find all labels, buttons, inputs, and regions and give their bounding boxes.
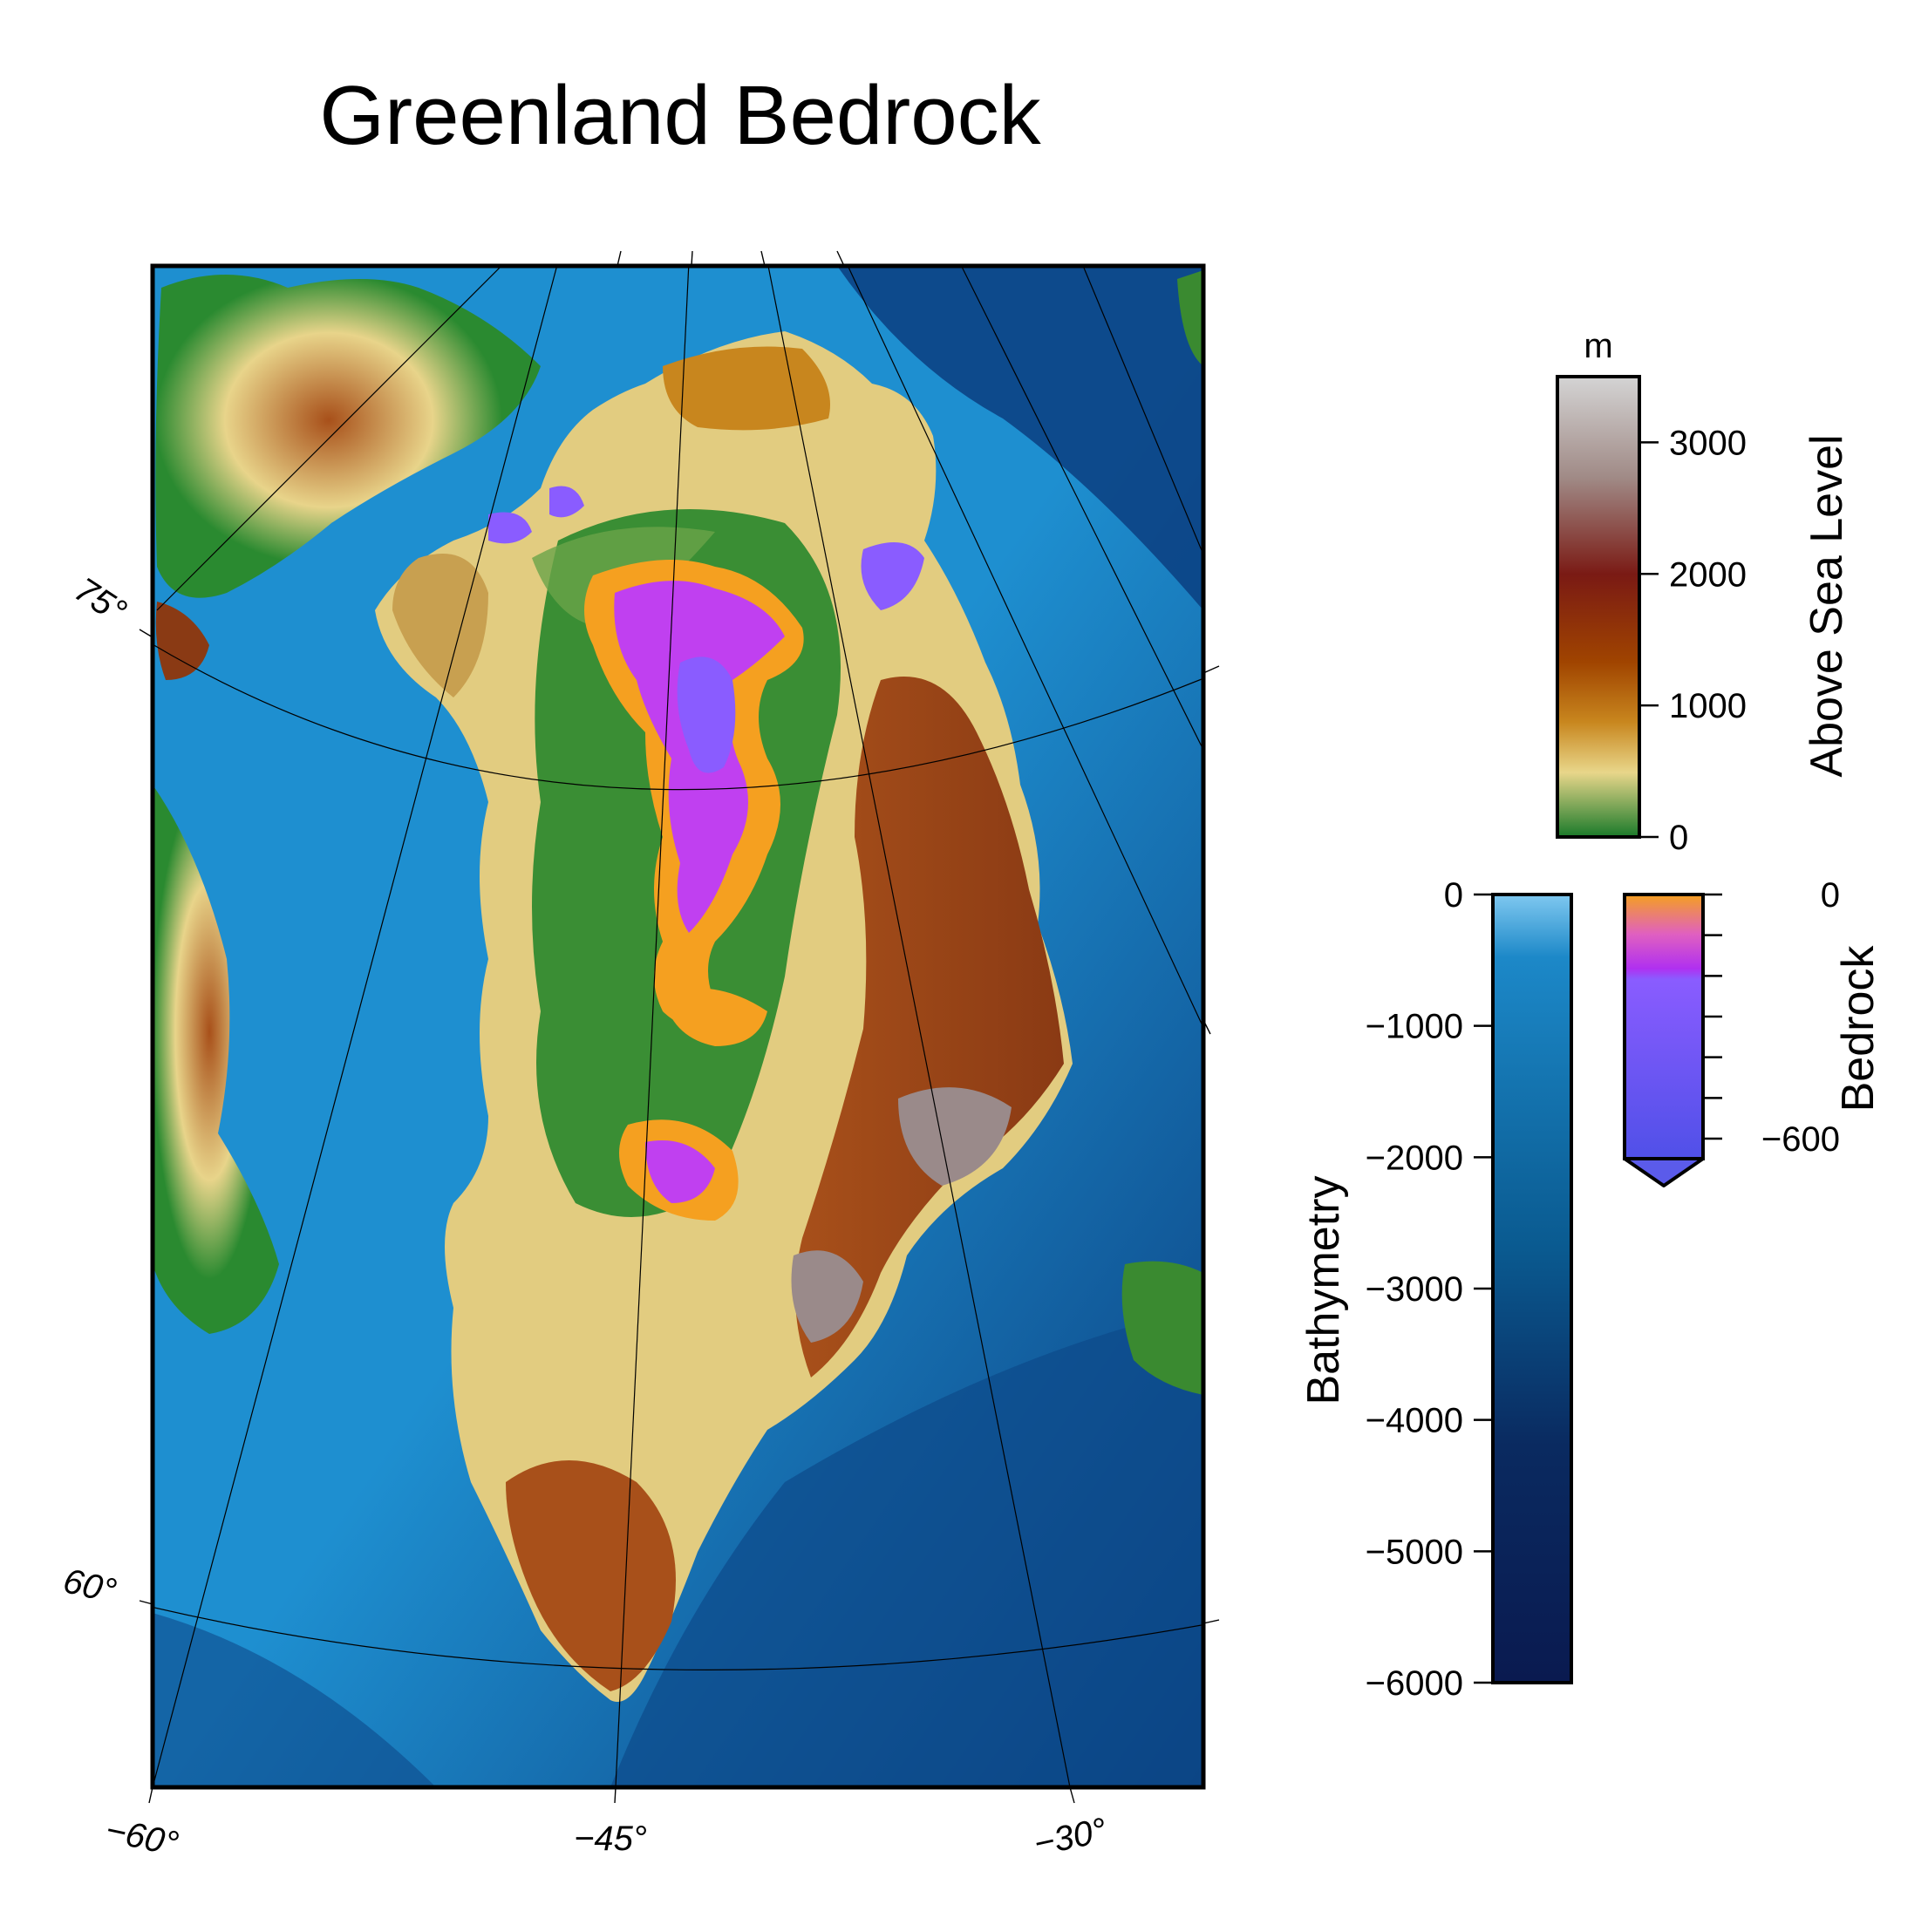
map-frame (150, 263, 1206, 1790)
parallel-60 (153, 1606, 1203, 1670)
colorbar-bathymetry-tick-label: −3000 (1366, 1270, 1463, 1309)
deep-ocean-north (837, 266, 1203, 610)
tick-60-right (1202, 1619, 1220, 1624)
colorbar-bathymetry-tick-label: −5000 (1366, 1533, 1463, 1571)
meridian-45w (615, 266, 690, 1787)
parallel-75 (153, 643, 1203, 791)
lon-label-60w: −60° (102, 1811, 181, 1863)
island-west (155, 602, 209, 680)
colorbar-bathymetry-tick-label: −6000 (1366, 1664, 1463, 1703)
south-mountains (506, 1460, 676, 1691)
north-fjord-basin (549, 486, 584, 518)
tick-top-4 (836, 250, 845, 267)
meridian-east-3 (1082, 266, 1203, 556)
graticule-ticks (139, 250, 1220, 1804)
colorbar-above-tick-label: 3000 (1669, 424, 1747, 462)
deep-ocean-southeast (610, 1308, 1203, 1787)
subglacial-patch-2-core (645, 1140, 715, 1203)
colorbar-bedrock-ticks: 0 −600 (1703, 876, 1840, 1159)
colorbar-bedrock-underflow-triangle (1623, 1157, 1705, 1187)
colorbar-above-label: Above Sea Level (1802, 434, 1852, 777)
lat-label-75: 75° (68, 570, 133, 631)
north-uplands (663, 346, 830, 431)
map-area (153, 266, 1203, 1787)
colorbar-bathymetry-tick-label: −2000 (1366, 1139, 1463, 1177)
colorbar-above-sea-level: m 3000 2000 1000 0 Above Sea Level (1556, 327, 1852, 857)
deep-ocean-southwest (153, 1613, 436, 1787)
colorbar-bathymetry-gradient (1491, 893, 1573, 1684)
map-title: Greenland Bedrock (319, 69, 1041, 162)
colorbar-bathymetry-ticks: 0 −1000 −2000 −3000 −4000 −5000 −6000 (1366, 876, 1493, 1703)
meridian-west-1 (156, 266, 502, 611)
colorbar-above-ticks: 3000 2000 1000 0 (1639, 424, 1747, 857)
colorbar-bedrock: 0 −600 Bedrock (1623, 876, 1884, 1187)
colorbar-above-tick-label: 0 (1669, 819, 1688, 857)
colorbar-above-tick-label: 2000 (1669, 555, 1747, 594)
meridian-30w (767, 266, 1071, 1787)
colorbar-above-tick-label: 1000 (1669, 687, 1747, 725)
southeast-highland (791, 1250, 863, 1343)
tick-60w (148, 1786, 153, 1804)
baffin-island (153, 785, 279, 1334)
colorbar-bedrock-gradient (1623, 893, 1705, 1160)
colorbar-bedrock-tick-label: −600 (1761, 1120, 1840, 1159)
subglacial-patch-1 (663, 988, 767, 1046)
colorbar-bathymetry-tick-label: −4000 (1366, 1402, 1463, 1440)
colorbar-above-gradient (1556, 375, 1641, 839)
colorbar-bathymetry: 0 −1000 −2000 −3000 −4000 −5000 −6000 Bathymet… (1298, 876, 1573, 1703)
northeast-fjord-basin (861, 542, 924, 610)
east-mountains (795, 677, 1064, 1378)
lat-label-60: 60° (60, 1561, 120, 1610)
meridian-east-2 (960, 266, 1203, 752)
tick-top-1 (617, 250, 622, 267)
iceland (1121, 1261, 1203, 1395)
svalbard (1177, 270, 1203, 366)
tick-45w (614, 1786, 617, 1804)
colorbar-bathymetry-label: Bathymetry (1298, 1176, 1349, 1405)
meridian-east-1 (847, 266, 1203, 1029)
tick-30w (1069, 1786, 1075, 1804)
tick-75-right (1202, 665, 1220, 674)
lon-label-45w: −45° (574, 1820, 647, 1858)
colorbar-bathymetry-tick-label: −1000 (1366, 1008, 1463, 1046)
northwest-uplands (392, 554, 488, 697)
colorbar-bedrock-label: Bedrock (1833, 945, 1884, 1112)
graticule (153, 266, 1203, 1787)
colorbar-above-unit: m (1584, 327, 1612, 365)
east-highland (898, 1087, 1012, 1186)
subglacial-basin-core (677, 656, 736, 773)
tick-top-3 (760, 250, 766, 267)
colorbar-bathymetry-tick-label: 0 (1444, 876, 1463, 915)
northwest-fjord-basin (488, 512, 532, 544)
meridian-60w (153, 266, 558, 1787)
lon-label-30w: −30° (1031, 1811, 1110, 1863)
tick-top-2 (691, 250, 693, 267)
ellesmere-island (155, 275, 542, 598)
colorbar-bedrock-tick-label: 0 (1821, 876, 1840, 915)
